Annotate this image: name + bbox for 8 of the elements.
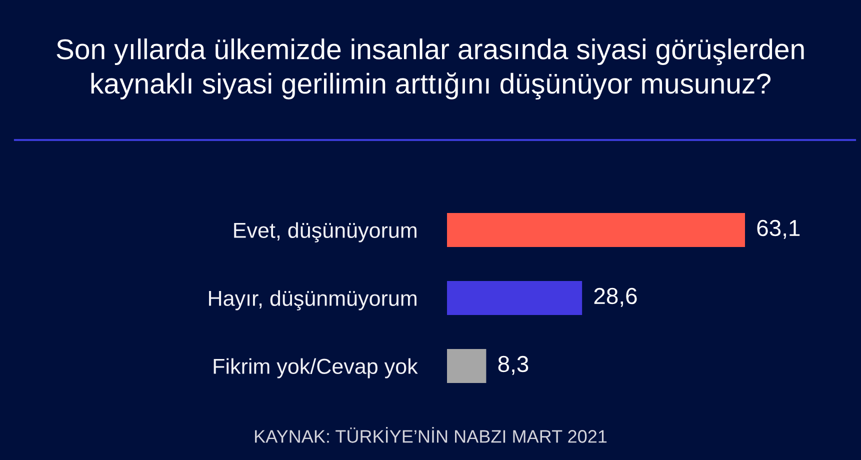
y-tick-label: Hayır, düşünmüyorum [209,290,416,310]
y-tick-label: Evet, düşünüyorum [234,222,416,242]
y-tick-label: Fikrim yok/Cevap yok [214,358,418,378]
data-label: 63,1 [757,220,800,239]
data-label: 28,6 [594,288,637,307]
text: KAYNAK: TÜRKİYE’NİN NABZI MART 2021 [255,427,607,443]
chart-title: Son yıllarda ülkemizde insanlar arasında siyasi görüşlerden kaynaklı siyasi gerilimin arttığını düşünüyor musunuz? [56,38,804,100]
data-label: 8,3 [498,356,528,375]
